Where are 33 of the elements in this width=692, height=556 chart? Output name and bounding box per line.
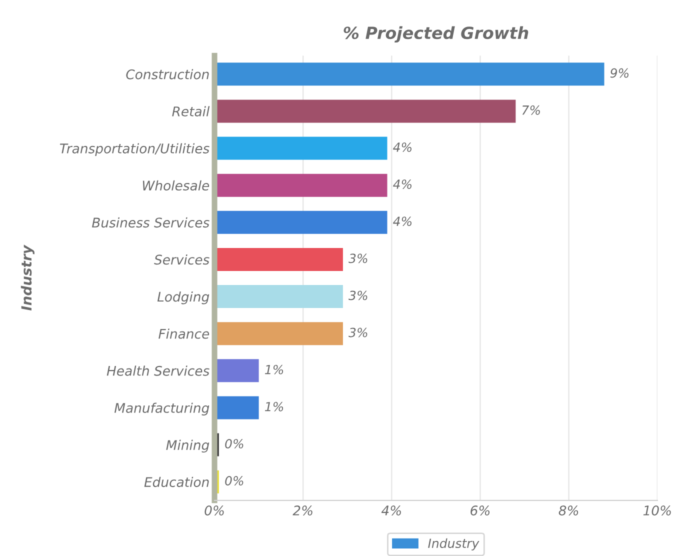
x-tick-label: 10% — [643, 505, 671, 516]
x-tick-label: 2% — [292, 505, 312, 516]
data-label: 1% — [264, 402, 284, 412]
data-label: 3% — [348, 328, 368, 338]
data-label: 4% — [393, 142, 412, 152]
data-label: 1% — [264, 364, 284, 374]
data-label: 4% — [393, 216, 412, 226]
legend-label: Industry — [428, 538, 480, 550]
y-tick-label: Services — [154, 254, 210, 265]
y-tick-label: Retail — [172, 106, 210, 116]
y-tick-label: Manufacturing — [114, 402, 210, 416]
y-tick-label: Wholesale — [142, 180, 210, 191]
y-tick-label: Business Services — [92, 217, 210, 228]
y-tick-label: Mining — [166, 440, 210, 453]
y-tick-label: Transportation/Utilities — [60, 143, 210, 156]
x-tick-label: 4% — [381, 505, 401, 516]
x-tick-label: 6% — [470, 505, 490, 516]
data-label: 4% — [393, 180, 412, 189]
data-label: 3% — [348, 254, 368, 264]
y-tick-label: Lodging — [157, 292, 210, 304]
x-tick-label: 8% — [558, 505, 578, 516]
data-label: 3% — [348, 290, 368, 300]
data-label: 0% — [225, 438, 244, 448]
data-label: 0% — [225, 476, 244, 486]
x-tick-label: 0% — [204, 505, 224, 516]
y-tick-label: Finance — [158, 328, 210, 339]
chart-title: % Projected Growth — [344, 26, 528, 43]
y-tick-label: Construction — [126, 69, 209, 80]
data-label: 7% — [522, 105, 540, 115]
data-label: 9% — [610, 68, 628, 78]
y-tick-label: Education — [144, 476, 209, 488]
y-axis-title: Industry — [20, 244, 34, 311]
y-tick-label: Health Services — [106, 366, 210, 376]
